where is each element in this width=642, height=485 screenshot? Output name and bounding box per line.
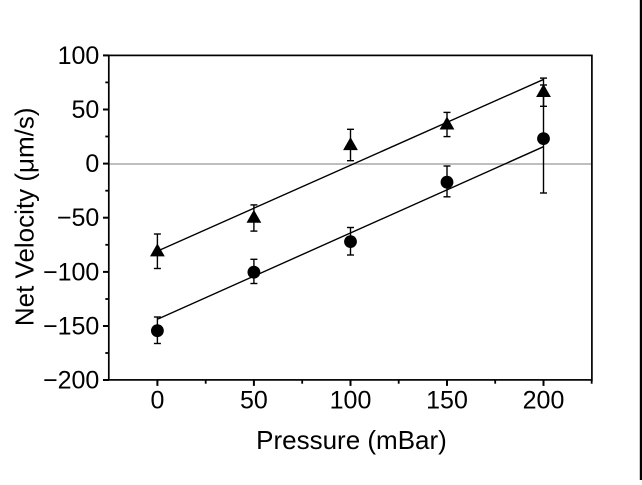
svg-text:0: 0 (150, 387, 164, 415)
svg-text:50: 50 (240, 387, 268, 415)
svg-text:−100: −100 (43, 258, 99, 286)
svg-text:−50: −50 (57, 204, 99, 232)
svg-text:Net Velocity (μm/s): Net Velocity (μm/s) (9, 107, 39, 326)
svg-text:50: 50 (71, 96, 99, 124)
svg-text:Pressure (mBar): Pressure (mBar) (256, 425, 447, 455)
svg-text:100: 100 (58, 42, 100, 70)
svg-text:150: 150 (426, 387, 468, 415)
svg-text:100: 100 (330, 387, 372, 415)
svg-text:200: 200 (523, 387, 565, 415)
svg-text:−150: −150 (43, 313, 99, 341)
svg-text:0: 0 (85, 150, 99, 178)
svg-text:−200: −200 (43, 367, 99, 395)
